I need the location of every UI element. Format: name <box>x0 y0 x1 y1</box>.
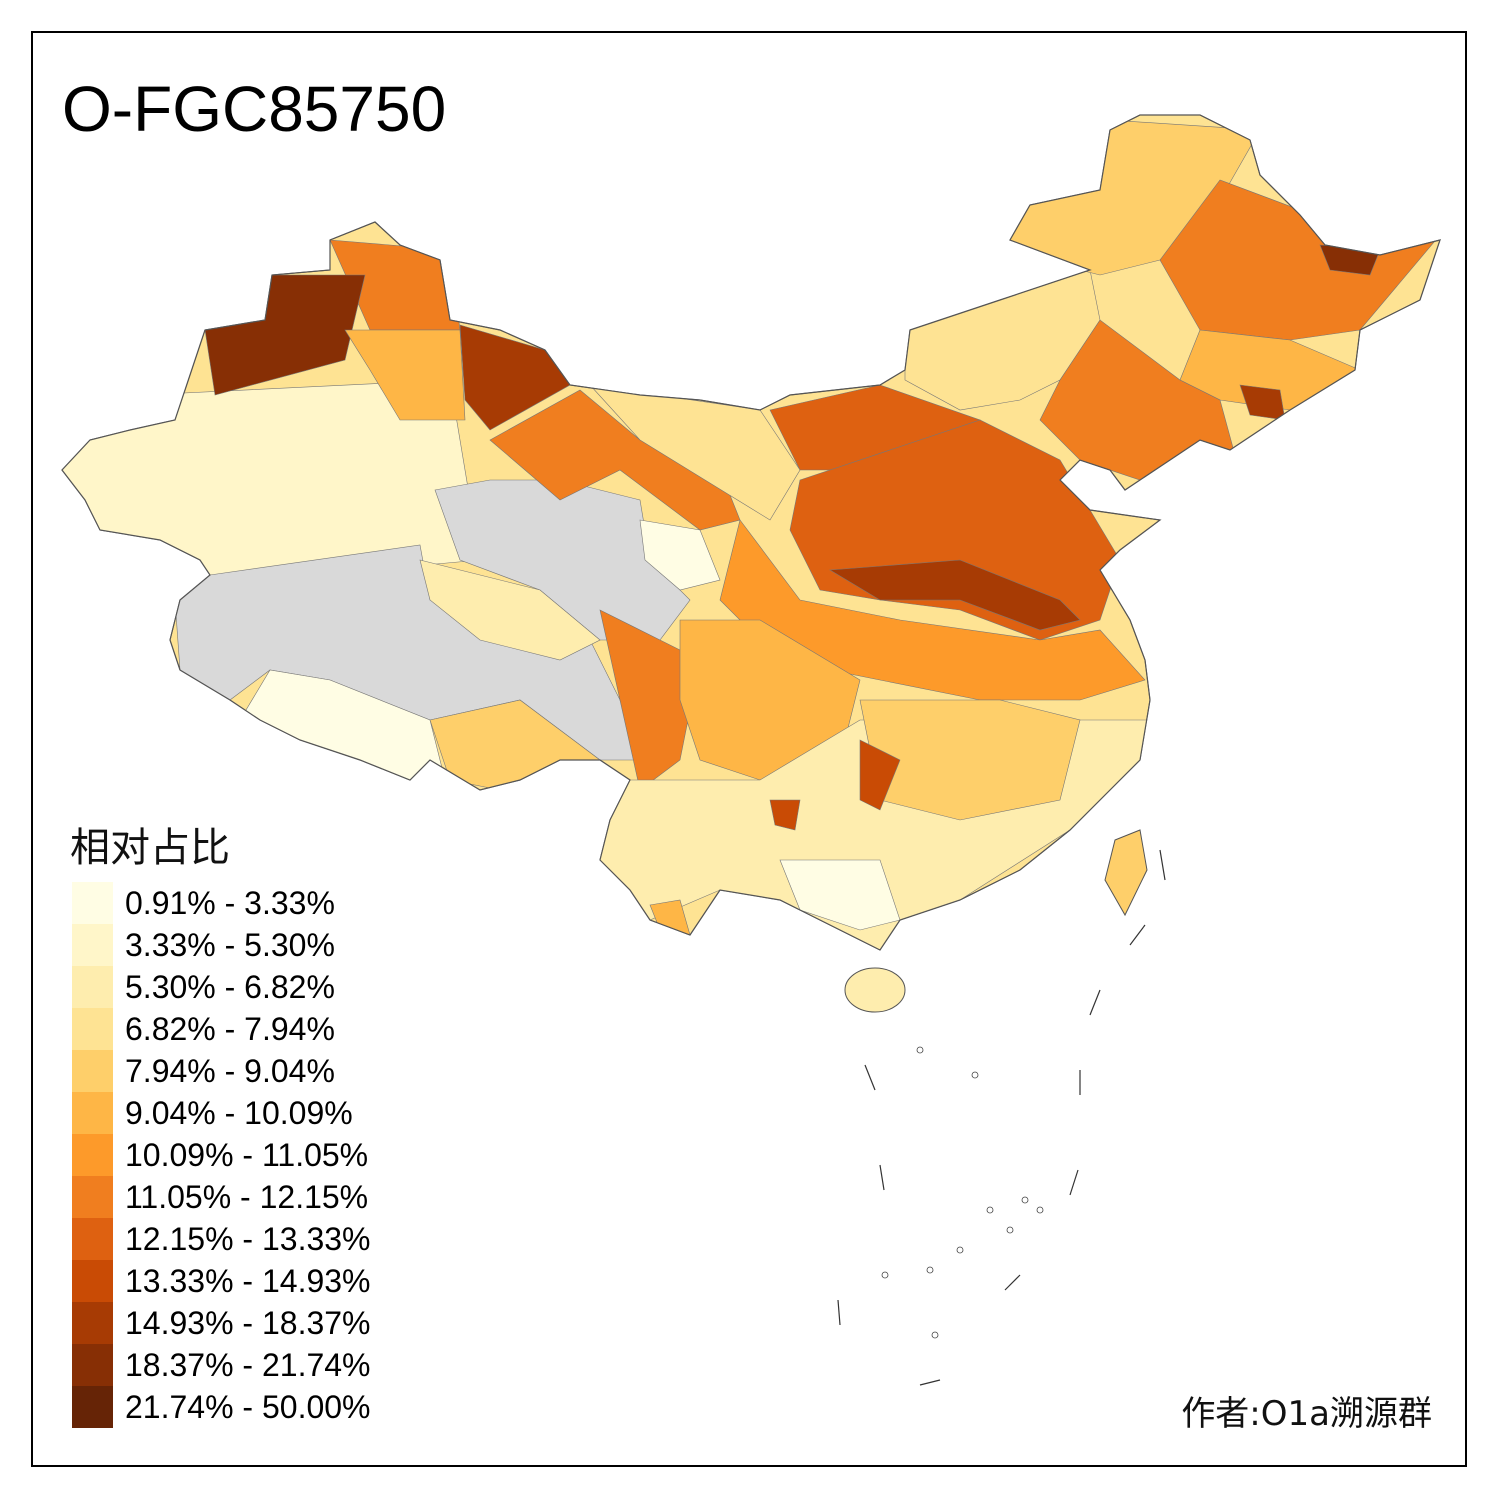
island <box>931 1331 939 1339</box>
legend-item: 14.93% - 18.37% <box>72 1302 371 1344</box>
legend-item: 18.37% - 21.74% <box>72 1344 371 1386</box>
island <box>986 1206 994 1214</box>
map-frame <box>31 31 1467 1467</box>
legend-swatch <box>72 882 113 924</box>
sea-boundary-line <box>1129 924 1146 946</box>
legend: 0.91% - 3.33% 3.33% - 5.30% 5.30% - 6.82% 6… <box>72 882 371 1428</box>
island <box>916 1046 924 1054</box>
legend-item: 12.15% - 13.33% <box>72 1218 371 1260</box>
legend-item: 9.04% - 10.09% <box>72 1092 371 1134</box>
island-layer <box>837 829 1166 1386</box>
island <box>1036 1206 1044 1214</box>
legend-swatch <box>72 1092 113 1134</box>
island <box>1021 1196 1029 1204</box>
map-region <box>459 324 571 431</box>
taiwan-region <box>1104 829 1148 917</box>
legend-label: 12.15% - 13.33% <box>125 1220 371 1257</box>
legend-item: 7.94% - 9.04% <box>72 1050 371 1092</box>
legend-item: 13.33% - 14.93% <box>72 1260 371 1302</box>
legend-label: 5.30% - 6.82% <box>125 968 335 1005</box>
map-region <box>769 799 801 831</box>
map-region <box>859 739 901 811</box>
map-region <box>599 609 701 791</box>
legend-swatch <box>72 1344 113 1386</box>
map-title: O-FGC85750 <box>62 73 447 145</box>
legend-label: 21.74% - 50.00% <box>125 1388 371 1425</box>
region-layer <box>62 119 1440 950</box>
island <box>956 1246 964 1254</box>
legend-label: 6.82% - 7.94% <box>125 1010 335 1047</box>
legend-title: 相对占比 <box>70 825 230 871</box>
legend-item: 6.82% - 7.94% <box>72 1008 371 1050</box>
legend-label: 13.33% - 14.93% <box>125 1262 371 1299</box>
legend-swatch <box>72 966 113 1008</box>
legend-swatch <box>72 1176 113 1218</box>
legend-label: 0.91% - 3.33% <box>125 884 335 921</box>
map-region <box>1159 179 1440 341</box>
sea-boundary-line <box>879 1164 885 1191</box>
island <box>881 1271 889 1279</box>
legend-item: 21.74% - 50.00% <box>72 1386 371 1428</box>
legend-label: 14.93% - 18.37% <box>125 1304 371 1341</box>
sea-boundary-line <box>1159 849 1166 881</box>
sea-boundary-line <box>864 1064 876 1091</box>
author-credit: 作者:O1a溯源群 <box>1181 1394 1432 1434</box>
legend-label: 7.94% - 9.04% <box>125 1052 335 1089</box>
sea-boundary-line <box>1069 1169 1079 1196</box>
legend-label: 10.09% - 11.05% <box>125 1136 369 1173</box>
legend-swatch <box>72 1008 113 1050</box>
hainan-region <box>844 967 906 1013</box>
china-border <box>61 114 1441 951</box>
island <box>971 1071 979 1079</box>
legend-item: 10.09% - 11.05% <box>72 1134 371 1176</box>
sea-boundary-line <box>1004 1274 1021 1291</box>
legend-label: 18.37% - 21.74% <box>125 1346 371 1383</box>
legend-label: 3.33% - 5.30% <box>125 926 335 963</box>
map-region <box>639 519 721 591</box>
legend-item: 3.33% - 5.30% <box>72 924 371 966</box>
map-region <box>419 559 601 661</box>
legend-item: 11.05% - 12.15% <box>72 1176 371 1218</box>
island <box>926 1266 934 1274</box>
legend-swatch <box>72 1386 113 1428</box>
legend-swatch <box>72 1134 113 1176</box>
sea-boundary-line <box>919 1379 941 1386</box>
legend-swatch <box>72 924 113 966</box>
island <box>1006 1226 1014 1234</box>
map-region <box>829 559 1081 631</box>
legend-item: 5.30% - 6.82% <box>72 966 371 1008</box>
legend-swatch <box>72 1218 113 1260</box>
legend-swatch <box>72 1302 113 1344</box>
legend-label: 9.04% - 10.09% <box>125 1094 353 1131</box>
legend-label: 11.05% - 12.15% <box>125 1178 369 1215</box>
legend-swatch <box>72 1050 113 1092</box>
legend-swatch <box>72 1260 113 1302</box>
map-region <box>779 859 901 931</box>
legend-item: 0.91% - 3.33% <box>72 882 371 924</box>
map-region <box>344 329 466 421</box>
sea-boundary-line <box>1089 989 1101 1016</box>
sea-boundary-line <box>837 1299 841 1326</box>
